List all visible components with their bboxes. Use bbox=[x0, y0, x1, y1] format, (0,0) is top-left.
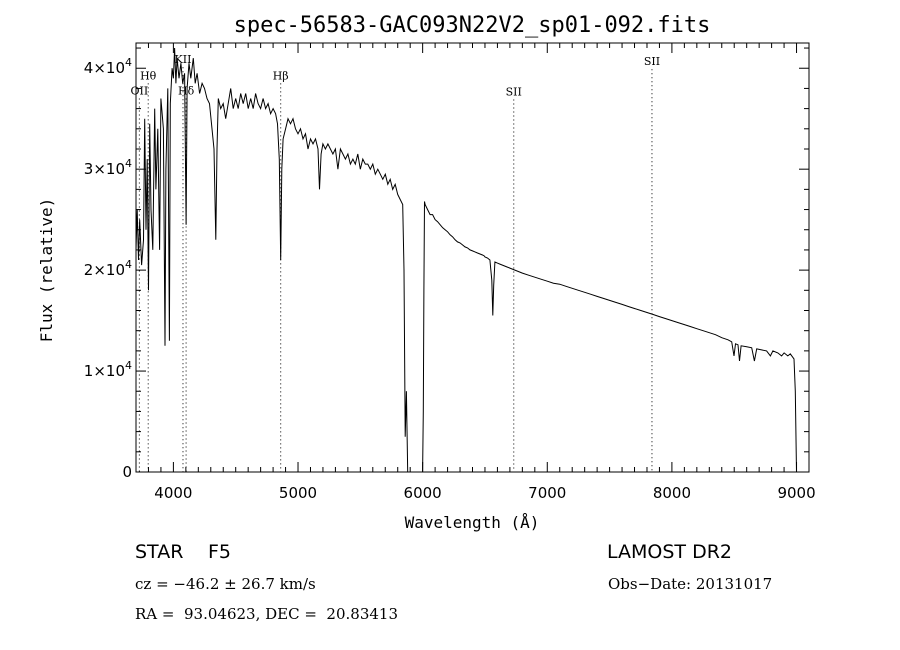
object-class: STAR bbox=[135, 541, 184, 563]
x-tick-label: 4000 bbox=[154, 484, 192, 502]
line-marker-label: SII bbox=[644, 55, 660, 68]
x-tick-label: 9000 bbox=[777, 484, 815, 502]
y-axis-label: Flux (relative) bbox=[37, 198, 56, 343]
y-tick-label: 3×104 bbox=[84, 157, 132, 178]
line-marker-label: Hδ bbox=[178, 84, 195, 97]
line-marker-label: KII bbox=[175, 53, 192, 66]
coordinates-readout: RA = 93.04623, DEC = 20.83413 bbox=[135, 605, 399, 623]
survey-name: LAMOST DR2 bbox=[607, 541, 732, 563]
y-tick-mantissa: 1×10 bbox=[84, 362, 125, 380]
line-marker-label: SII bbox=[506, 85, 522, 98]
y-tick-label: 4×104 bbox=[84, 56, 132, 77]
x-tick-label: 6000 bbox=[404, 484, 442, 502]
object-subclass: F5 bbox=[208, 541, 232, 563]
y-tick-exponent: 4 bbox=[125, 157, 132, 170]
line-marker-label: Hβ bbox=[273, 69, 289, 82]
y-tick-label: 0 bbox=[122, 463, 132, 481]
y-tick-mantissa: 0 bbox=[122, 463, 132, 481]
y-tick-mantissa: 2×10 bbox=[84, 261, 125, 279]
y-tick-exponent: 4 bbox=[125, 359, 132, 372]
y-tick-label: 2×104 bbox=[84, 258, 132, 279]
x-tick-label: 8000 bbox=[653, 484, 691, 502]
plot-frame bbox=[135, 42, 810, 473]
line-marker-label: Hθ bbox=[140, 69, 157, 82]
x-tick-label: 5000 bbox=[279, 484, 317, 502]
axis-ticks: 4000 5000 6000 7000 8000 900001×1042×1043×104… bbox=[84, 43, 816, 502]
y-tick-exponent: 4 bbox=[125, 56, 132, 69]
chart-title: spec-56583-GAC093N22V2_sp01-092.fits bbox=[234, 13, 711, 38]
y-tick-exponent: 4 bbox=[125, 258, 132, 271]
line-marker-label: OII bbox=[131, 84, 149, 97]
x-axis-label: Wavelength (Å) bbox=[405, 513, 540, 532]
y-tick-mantissa: 3×10 bbox=[84, 160, 125, 178]
y-tick-mantissa: 4×10 bbox=[84, 59, 125, 77]
spectrum-series-line bbox=[135, 47, 797, 473]
emission-line-markers: OII Hθ KII Hδ Hβ SII SII bbox=[131, 53, 660, 472]
x-tick-label: 7000 bbox=[528, 484, 566, 502]
velocity-readout: cz = −46.2 ± 26.7 km/s bbox=[135, 575, 316, 593]
observation-date: Obs−Date: 20131017 bbox=[608, 575, 773, 593]
y-tick-label: 1×104 bbox=[84, 359, 132, 380]
